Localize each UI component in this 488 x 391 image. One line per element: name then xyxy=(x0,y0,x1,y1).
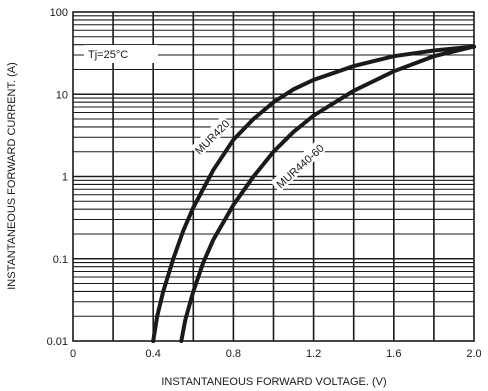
series-line-mur440-60 xyxy=(179,44,476,343)
series-label-bg xyxy=(270,138,329,193)
y-tick-label: 0.01 xyxy=(47,336,68,348)
series-line-mur420 xyxy=(151,44,476,343)
plot-frame xyxy=(72,11,475,342)
temperature-legend: Tj=25°C xyxy=(84,45,158,63)
y-axis-label: INSTANTANEOUS FORWARD CURRENT. (A) xyxy=(6,62,18,290)
y-tick-label: 1 xyxy=(62,172,68,184)
curves xyxy=(151,44,476,343)
x-tick-label: 0.8 xyxy=(226,348,241,360)
temperature-annotation: Tj=25°C xyxy=(88,49,128,61)
series-label-bg xyxy=(190,115,233,158)
x-tick-label: 0.4 xyxy=(146,348,161,360)
x-axis-label: INSTANTANEOUS FORWARD VOLTAGE. (V) xyxy=(161,376,386,388)
series-label-mur440-60: MUR440-60 xyxy=(275,142,327,191)
x-tick-label: 0 xyxy=(70,348,76,360)
y-tick-label: 100 xyxy=(50,7,68,19)
x-tick-label: 1.6 xyxy=(386,348,401,360)
tick-labels: 0 0.4 0.8 1.2 1.6 2.0 100 10 1 0.1 0.01 xyxy=(47,7,482,360)
y-tick-label: 10 xyxy=(56,89,68,101)
x-tick-label: 1.2 xyxy=(306,348,321,360)
x-tick-label: 2.0 xyxy=(466,348,481,360)
y-tick-label: 0.1 xyxy=(53,254,68,266)
